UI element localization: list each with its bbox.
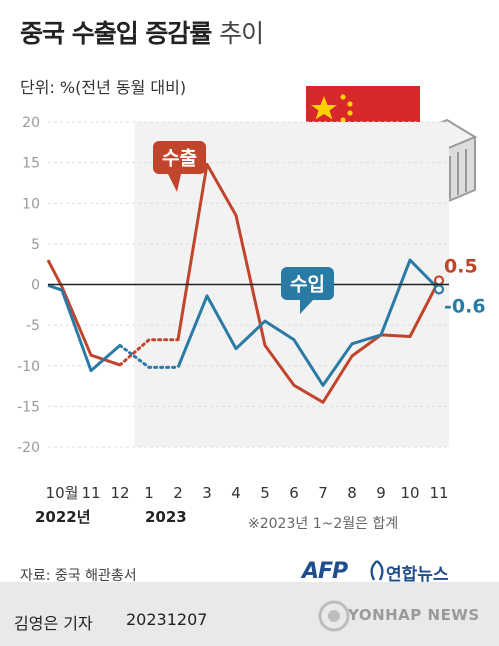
y-tick-label: 20	[22, 115, 40, 131]
yonhap-logo-icon	[370, 560, 384, 581]
series-end-marker	[433, 275, 445, 286]
callout-box	[281, 267, 334, 300]
series-legend-label: 수입	[290, 274, 325, 296]
x-tick-label: 11	[429, 484, 448, 502]
x-tick-label: 5	[260, 484, 270, 502]
series-line-dotted-segment	[118, 338, 180, 367]
series-line-segment	[47, 283, 121, 373]
series-end-label: 0.5	[444, 255, 478, 277]
afp-logo: AFP	[302, 559, 348, 584]
watermark-text: YONHAP NEWS	[348, 606, 480, 624]
callout-box	[153, 141, 206, 174]
x-tick-label: 12	[110, 484, 129, 502]
footer-band	[0, 582, 499, 646]
series-legend-label: 수출	[162, 148, 197, 170]
footnote: ※2023년 1~2월은 합계	[248, 516, 399, 532]
x-tick-label: 2	[173, 484, 183, 502]
x-tick-label: 10월	[46, 484, 79, 502]
series-line-segment	[176, 258, 441, 387]
chart-title: 중국 수출입 증감률 추이	[20, 19, 264, 48]
x-tick-label: 6	[289, 484, 299, 502]
x-tick-label: 1	[144, 484, 154, 502]
y-axis-ticks: 20 15 10 5 0 -5 -10 -15 -20	[17, 115, 40, 456]
callout-pointer	[300, 300, 313, 314]
reporter-credit: 김영은 기자	[14, 614, 93, 633]
publish-date: 20231207	[126, 610, 208, 629]
x-tick-label: 8	[347, 484, 357, 502]
x-tick-label: 11	[81, 484, 100, 502]
year-label: 2023	[145, 508, 187, 526]
series-end-label: -0.6	[444, 295, 486, 317]
series-line-dotted-segment	[118, 343, 180, 369]
source-label: 자료: 중국 해관총서	[20, 568, 137, 584]
x-tick-label: 7	[318, 484, 328, 502]
year-label: 2022년	[35, 508, 91, 526]
y-tick-label: -5	[26, 318, 40, 334]
yonhap-watermark-icon	[318, 600, 350, 632]
x-tick-label: 10	[400, 484, 419, 502]
y-tick-label: -20	[17, 440, 40, 456]
x-tick-label: 4	[231, 484, 241, 502]
yonhap-logo: 연합뉴스	[386, 565, 449, 585]
series-line-segment	[176, 162, 441, 404]
y-tick-label: -10	[17, 359, 40, 375]
x-tick-label: 9	[376, 484, 386, 502]
x-tick-label: 3	[202, 484, 212, 502]
series-line-segment	[46, 259, 121, 367]
y-tick-label: 0	[31, 278, 40, 294]
chart-series: 0.5 -0.6	[46, 162, 486, 404]
callout-pointer	[168, 174, 181, 192]
y-tick-label: 5	[31, 237, 40, 253]
y-tick-label: 10	[22, 196, 40, 212]
y-tick-label: -15	[17, 399, 40, 415]
series-end-marker	[433, 284, 445, 295]
y-tick-label: 15	[22, 156, 40, 172]
unit-label: 단위: %(전년 동월 대비)	[20, 78, 187, 97]
